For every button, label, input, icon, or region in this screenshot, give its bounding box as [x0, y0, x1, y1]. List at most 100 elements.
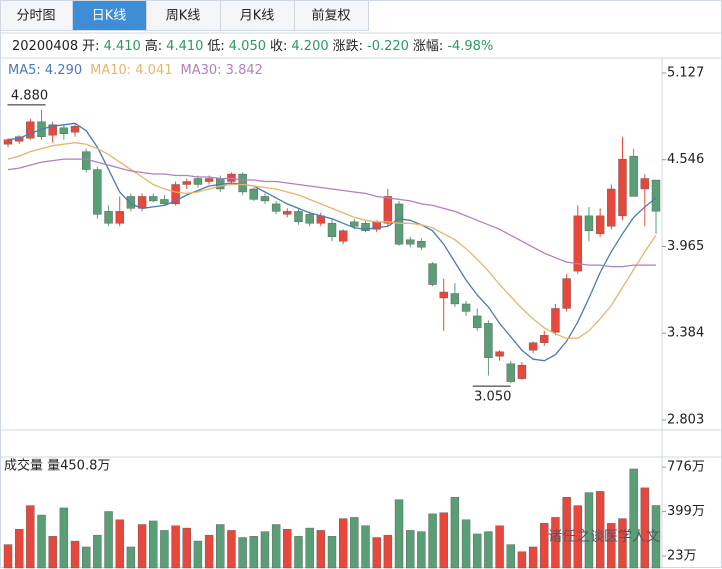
candle-body	[238, 173, 247, 193]
volume-bar	[540, 523, 549, 569]
volume-bar	[93, 534, 102, 569]
tab[interactable]	[294, 0, 369, 31]
volume-bar	[227, 530, 236, 569]
volume-bar	[294, 536, 303, 569]
candle-body	[294, 211, 303, 223]
candle-body	[3, 139, 13, 145]
info-text: -4.98%	[447, 39, 493, 54]
y-tick-label: 2.803	[667, 412, 704, 427]
volume-bar	[59, 507, 69, 569]
y-tick-label: 23万	[667, 549, 697, 564]
y-tick-label: 5.127	[667, 65, 704, 80]
volume-bar	[338, 518, 348, 569]
volume-bar	[82, 546, 91, 569]
volume-bar	[428, 513, 437, 569]
candle-body	[506, 363, 515, 382]
info-line: 20200408 开: 4.410 高: 4.410 低: 4.050 收: 4.200 涨跌: -…	[12, 38, 493, 54]
candle-body	[629, 155, 638, 197]
candle-body	[227, 173, 236, 182]
candle-body	[327, 223, 337, 237]
volume-bar	[607, 523, 616, 569]
volume-bar	[216, 524, 225, 569]
volume-bar	[495, 525, 504, 569]
tab[interactable]	[146, 0, 221, 31]
candle-body	[573, 215, 582, 272]
candle-body	[595, 215, 605, 234]
volume-bar	[461, 519, 471, 569]
candle-body	[283, 211, 292, 215]
y-tick-label: 399万	[667, 504, 705, 519]
volume-bar	[126, 546, 136, 569]
volume-bar	[584, 492, 594, 569]
candle-body	[640, 178, 650, 190]
tab-label[interactable]: 月K线	[240, 9, 275, 24]
volume-bar	[595, 491, 605, 569]
candle-body	[450, 293, 460, 305]
volume-bar	[14, 529, 24, 569]
volume-bar	[394, 499, 404, 569]
candle-body	[439, 291, 448, 299]
volume-bar	[104, 511, 113, 569]
volume-bar	[305, 527, 314, 569]
y-tick-label: 776万	[667, 460, 705, 475]
candle-body	[260, 196, 270, 202]
volume-bar	[260, 531, 270, 569]
candle-body	[193, 178, 203, 185]
volume-bar	[316, 530, 326, 569]
candle-body	[182, 181, 191, 185]
tab-label[interactable]: 日K线	[92, 9, 127, 24]
legend-item: MA5: 4.290	[8, 63, 82, 78]
info-text: 收:	[270, 39, 287, 54]
volume-bar	[372, 537, 381, 569]
info-text: 高:	[145, 38, 162, 54]
candle-body	[473, 315, 482, 329]
volume-bar	[629, 468, 638, 569]
y-tick-label: 3.384	[667, 326, 704, 341]
volume-bar	[48, 536, 57, 569]
volume-bar	[327, 536, 337, 569]
volume-bar	[551, 517, 560, 569]
tab-label[interactable]: 前复权	[311, 8, 350, 24]
candle-body	[394, 203, 404, 245]
volume-bar	[3, 544, 13, 569]
volume-bar	[137, 524, 147, 569]
candle-body	[171, 184, 180, 205]
candle-body	[528, 342, 538, 351]
volume-bar	[450, 497, 460, 569]
tab[interactable]	[0, 0, 73, 31]
info-text: 低:	[207, 39, 224, 54]
ma-line	[7, 142, 657, 339]
volume-bar	[182, 527, 191, 569]
watermark: 诸任之谈医学人文	[548, 529, 660, 545]
max-label: 4.880	[11, 88, 48, 103]
candle-body	[517, 364, 527, 379]
candle-body	[417, 241, 426, 248]
volume-bar	[350, 517, 359, 569]
volume-bar	[618, 518, 627, 569]
volume-bar	[361, 525, 370, 569]
info-text: 涨幅:	[413, 39, 443, 54]
volume-bar	[171, 525, 180, 569]
info-text: 20200408	[12, 39, 78, 54]
candle-body	[126, 196, 136, 209]
min-label: 3.050	[474, 390, 511, 405]
volume-bar	[640, 487, 650, 569]
y-tick-label: 4.546	[667, 152, 704, 167]
volume-bar	[26, 505, 35, 569]
volume-bar	[473, 533, 482, 569]
volume-title: 成交量 量450.8万	[4, 458, 110, 474]
tab-label[interactable]: 分时图	[16, 9, 55, 24]
candle-body	[115, 211, 124, 224]
volume-bar	[383, 534, 393, 569]
tab[interactable]	[72, 0, 147, 31]
ma-line	[7, 122, 657, 362]
tab-label[interactable]: 周K线	[166, 9, 201, 24]
volume-bar	[271, 524, 281, 569]
volume-bar	[149, 520, 158, 569]
info-text: 4.050	[229, 39, 266, 54]
volume-bar	[204, 534, 214, 569]
info-text: 4.200	[291, 39, 328, 54]
volume-bar	[406, 530, 415, 569]
candle-body	[82, 151, 91, 170]
